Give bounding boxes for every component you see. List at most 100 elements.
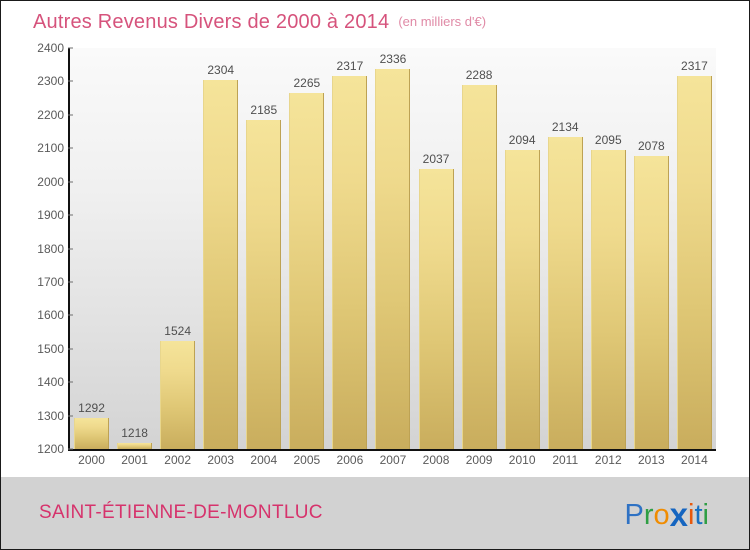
bar[interactable] <box>504 150 540 449</box>
x-axis-tick-label: 2012 <box>594 453 622 467</box>
logo-letter: i <box>688 499 695 531</box>
y-axis-tick-label: 1300 <box>37 408 64 423</box>
bar[interactable] <box>160 340 196 449</box>
bar-value-label: 1524 <box>164 323 191 338</box>
bar-slot: 1524 <box>156 48 199 449</box>
x-axis-tick-label: 2008 <box>422 453 450 467</box>
y-axis-tick-label: 2100 <box>37 141 64 156</box>
commune-name: SAINT-ÉTIENNE-DE-MONTLUC <box>39 502 323 523</box>
bar[interactable] <box>246 119 282 449</box>
x-axis-tick-label: 2014 <box>681 453 708 467</box>
bar-slot: 2265 <box>285 48 328 449</box>
chart-header: Autres Revenus Divers de 2000 à 2014 (en… <box>1 1 749 43</box>
y-axis-tick-mark <box>68 214 73 216</box>
bar[interactable] <box>461 85 497 449</box>
bar-slot: 2134 <box>544 48 587 449</box>
y-axis-tick-label: 1200 <box>37 442 64 456</box>
bar-value-label: 2078 <box>637 138 665 153</box>
bar-slot: 2078 <box>630 48 673 449</box>
bar[interactable] <box>289 93 325 449</box>
y-axis-tick-mark <box>68 181 73 183</box>
x-axis-tick-label: 2009 <box>465 453 493 467</box>
y-axis-tick-mark <box>68 314 73 316</box>
bar-value-label: 1292 <box>78 401 105 416</box>
bar-value-label: 2094 <box>508 133 536 148</box>
logo-letter: o <box>653 499 670 531</box>
x-axis-tick-label: 2010 <box>508 453 536 467</box>
bar[interactable] <box>117 443 153 449</box>
bar-value-label: 2134 <box>551 119 579 134</box>
y-axis-tick-label: 1500 <box>37 341 64 356</box>
bar-value-label: 2037 <box>422 152 450 167</box>
y-axis-tick-label: 1600 <box>37 308 64 323</box>
y-axis-tick-mark <box>68 248 73 249</box>
x-axis-tick-label: 2007 <box>379 453 407 467</box>
bar-slot: 2317 <box>328 48 371 449</box>
x-axis-tick-label: 2005 <box>293 453 321 467</box>
bar[interactable] <box>418 169 454 449</box>
bar-value-label: 1218 <box>121 426 148 440</box>
y-axis-tick-mark <box>68 147 73 149</box>
logo-letter: i <box>702 499 709 531</box>
bar-value-label: 2304 <box>207 63 235 78</box>
bar[interactable] <box>375 69 411 449</box>
bar-slot: 2185 <box>242 48 285 449</box>
bar-slot: 2336 <box>371 48 414 449</box>
bar-value-label: 2265 <box>293 76 321 91</box>
y-axis-tick-label: 1800 <box>37 241 64 256</box>
y-axis-tick-label: 2200 <box>37 107 64 122</box>
bar-value-label: 2317 <box>336 58 364 73</box>
bar[interactable] <box>332 75 368 449</box>
x-axis-tick-label: 2013 <box>637 453 665 467</box>
x-axis-tick-label: 2004 <box>250 453 278 467</box>
x-axis-tick-label: 2006 <box>336 453 364 467</box>
y-axis: 1200 1300 1400 1500 1600 1700 1800 1900 2000 2100… <box>1 41 73 456</box>
bar[interactable] <box>547 136 583 449</box>
page-title: Autres Revenus Divers de 2000 à 2014 <box>33 10 390 33</box>
bar[interactable] <box>676 75 712 449</box>
x-axis-tick-label: 2011 <box>552 453 579 467</box>
y-axis-tick-label: 2300 <box>37 74 64 89</box>
bar-series: 1292 1218 1524 2304 2185 2265 2317 2336 2037 2288… <box>70 48 716 449</box>
bar-slot: 1292 <box>70 48 113 449</box>
bar-slot: 2037 <box>415 48 458 449</box>
x-axis-tick-label: 2003 <box>207 453 235 467</box>
x-axis-tick-label: 2000 <box>78 453 105 467</box>
y-axis-tick-mark <box>68 415 73 417</box>
y-axis-tick-mark <box>68 281 73 283</box>
y-axis-tick-mark <box>68 114 73 116</box>
bar-slot: 1218 <box>113 48 156 449</box>
bar-value-label: 2336 <box>379 52 407 67</box>
y-axis-tick-label: 1900 <box>37 208 64 223</box>
bar-value-label: 2288 <box>465 68 493 83</box>
bar[interactable] <box>203 80 239 449</box>
y-axis-tick-mark <box>68 448 73 450</box>
x-axis-tick-label: 2001 <box>121 453 148 467</box>
y-axis-tick-mark <box>68 80 73 82</box>
bar[interactable] <box>590 149 626 449</box>
y-axis-tick-label: 1700 <box>37 274 64 289</box>
y-axis-tick-label: 2400 <box>37 41 64 55</box>
bar-slot: 2095 <box>587 48 630 449</box>
logo-letter: t <box>694 499 703 531</box>
bar-slot: 2288 <box>458 48 501 449</box>
bar-slot: 2094 <box>501 48 544 449</box>
bar-value-label: 2095 <box>594 132 622 147</box>
logo-letter: r <box>643 499 654 531</box>
y-axis-tick-label: 1400 <box>37 375 64 390</box>
bar-slot: 2304 <box>199 48 242 449</box>
y-axis-tick-mark <box>68 381 73 383</box>
y-axis-tick-mark <box>68 47 73 49</box>
logo-letter: P <box>624 499 644 531</box>
bar-value-label: 2185 <box>250 102 278 117</box>
bar-slot: 2317 <box>673 48 716 449</box>
y-axis-tick-label: 2000 <box>37 174 64 189</box>
bar[interactable] <box>74 418 110 449</box>
bar[interactable] <box>633 155 669 449</box>
x-axis-tick-label: 2002 <box>164 453 191 467</box>
chart-units-label: (en milliers d'€) <box>398 14 487 29</box>
bar-value-label: 2317 <box>681 58 708 73</box>
y-axis-tick-mark <box>68 348 73 350</box>
